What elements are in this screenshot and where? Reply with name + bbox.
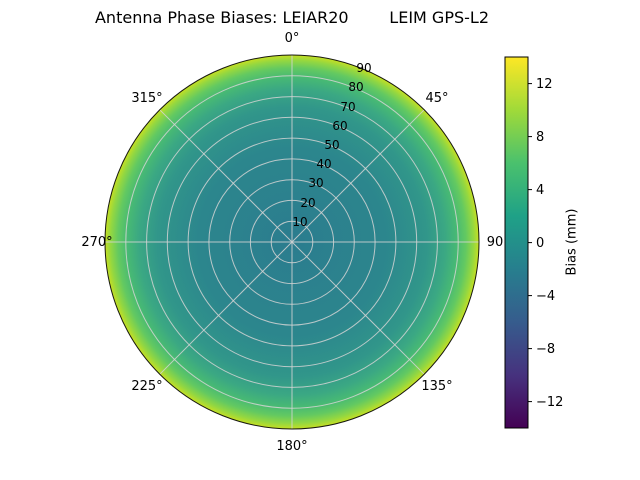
polar-outline [104,54,480,430]
colorbar-tick-marks [528,83,532,403]
angular-tick-label-0: 0° [285,31,300,46]
angular-tick-label-90: 90 [487,235,504,250]
grid-spoke [159,109,425,375]
colorbar-tick-label-8: 8 [536,130,544,145]
colorbar-tick-label-4: 4 [536,183,544,198]
angular-tick-labels: 0° 45° 90 135° 180° 225° 270° 315° [81,31,503,454]
colorbar-tick-label-m12: −12 [536,395,563,410]
radial-tick-labels: 10 20 30 40 50 60 70 80 90 [292,61,371,229]
colorbar: 12 8 4 0 −4 −8 −12 [504,56,563,429]
angular-tick-label-45: 45° [425,91,448,106]
radial-tick-label-90: 90 [356,61,371,75]
radial-tick-label-40: 40 [316,157,331,171]
colorbar-tick-label-12: 12 [536,77,553,92]
angular-tick-label-270: 270° [81,235,112,250]
figure-title: Antenna Phase Biases: LEIAR20 LEIM GPS-L… [94,8,489,27]
colorbar-tick-labels: 12 8 4 0 −4 −8 −12 [536,77,563,410]
colorbar-label: Bias (mm) [564,208,580,276]
polar-plot: 10 20 30 40 50 60 70 80 90 0° 45° 90 135… [81,31,503,454]
radial-tick-label-50: 50 [324,138,339,152]
angular-tick-label-135: 135° [421,379,452,394]
radial-tick-label-20: 20 [300,196,315,210]
colorbar-tick-label-m4: −4 [536,289,555,304]
polar-grid [105,55,479,429]
radial-tick-label-30: 30 [308,176,323,190]
radial-tick-label-60: 60 [332,119,347,133]
radial-tick-label-10: 10 [292,215,307,229]
radial-tick-label-80: 80 [348,80,363,94]
colorbar-tick-label-m8: −8 [536,342,555,357]
angular-tick-label-315: 315° [131,91,162,106]
colorbar-gradient [504,56,529,429]
colorbar-tick-label-0: 0 [536,236,544,251]
angular-tick-label-180: 180° [276,439,307,454]
angular-tick-label-225: 225° [131,379,162,394]
radial-tick-label-70: 70 [340,100,355,114]
